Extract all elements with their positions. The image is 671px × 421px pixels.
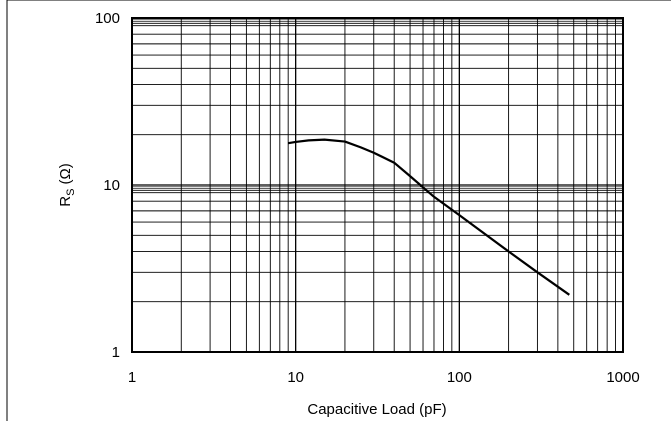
x-axis-label: Capacitive Load (pF) (307, 401, 446, 418)
grid (132, 18, 623, 352)
y-axis-label-subscript: S (65, 189, 77, 196)
y-tick-labels: 1 10 100 (95, 10, 120, 361)
x-tick-label: 100 (447, 369, 472, 386)
y-axis-label: RS (Ω) (57, 163, 77, 206)
y-tick-label: 100 (95, 10, 120, 27)
plot-frame (131, 17, 624, 353)
y-tick-label: 1 (112, 344, 120, 361)
y-axis-label-main: R (57, 196, 74, 207)
y-tick-label: 10 (103, 177, 120, 194)
x-tick-label: 10 (287, 369, 304, 386)
y-axis-label-unit: (Ω) (57, 163, 74, 184)
series-line (288, 138, 570, 296)
x-tick-label: 1 (128, 369, 136, 386)
x-tick-labels: 1 10 100 1000 (128, 369, 640, 386)
x-tick-label: 1000 (606, 369, 639, 386)
